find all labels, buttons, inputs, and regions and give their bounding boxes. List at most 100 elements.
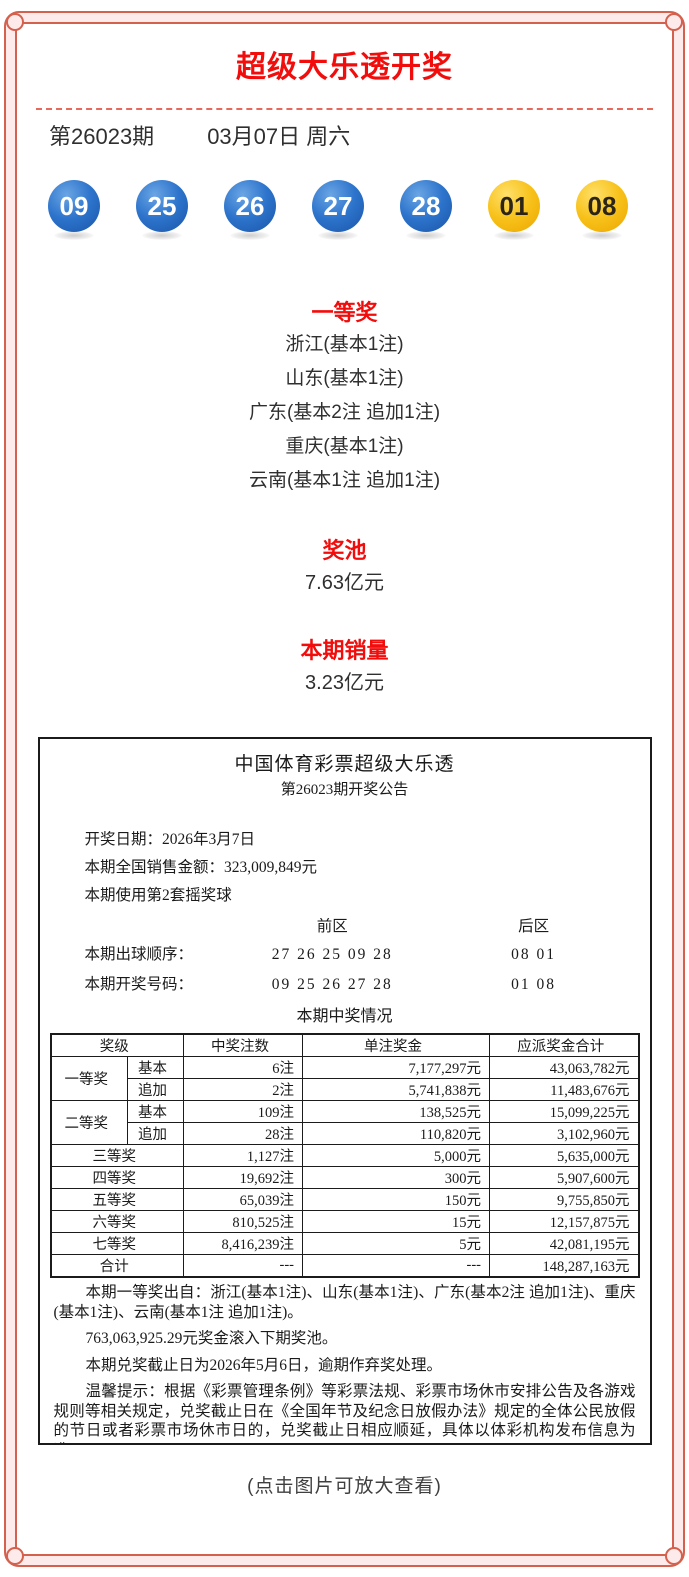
cell-total: 9,755,850元	[489, 1188, 639, 1211]
cell-prize: 150元	[302, 1188, 490, 1211]
cell-level: 合计	[50, 1254, 184, 1278]
cell-total: 3,102,960元	[489, 1122, 639, 1145]
national-sales-line: 本期全国销售金额：323,009,849元	[84, 859, 318, 876]
cell-prize: 15元	[302, 1210, 490, 1233]
cell-count: 19,692注	[183, 1166, 303, 1189]
cell-prize: 5,000元	[302, 1144, 490, 1167]
zone-header-spacer	[40, 914, 223, 940]
draw-date-line: 开奖日期：2026年3月7日	[84, 831, 256, 848]
table-row: 三等奖 1,127注 5,000元 5,635,000元	[50, 1144, 639, 1167]
table-row: 一等奖 基本 6注 7,177,297元 43,063,782元	[50, 1056, 639, 1101]
winning-back-numbers: 01 08	[511, 976, 557, 993]
cell-total: 15,099,225元	[489, 1100, 639, 1123]
cell-total: 5,635,000元	[489, 1144, 639, 1167]
first-prize-heading: 一等奖	[311, 300, 378, 325]
draw-period: 第26023期	[49, 124, 155, 149]
table-row: 追加 2注 5,741,838元 11,483,676元	[51, 1078, 639, 1101]
first-prize-origin-paragraph: 本期一等奖出自：浙江(基本1注)、山东(基本1注)、广东(基本2注 追加1注)、…	[53, 1284, 636, 1321]
announcement-subtitle: 第26023期开奖公告	[280, 782, 409, 798]
dotted-divider	[36, 108, 653, 110]
cell-prize: 7,177,297元	[302, 1056, 490, 1079]
cell-subtype: 追加	[127, 1078, 184, 1101]
redeem-deadline-paragraph: 本期兑奖截止日为2026年5月6日，逾期作弃奖处理。	[85, 1356, 443, 1374]
reminder-paragraph: 温馨提示：根据《彩票管理条例》等彩票法规、彩票市场休市安排公告及各游戏规则等相关…	[53, 1383, 636, 1443]
cell-count: ---	[183, 1254, 303, 1278]
frame-corner-ornament	[665, 1547, 683, 1565]
cell-level: 三等奖	[50, 1144, 184, 1167]
cell-level: 五等奖	[50, 1188, 184, 1211]
table-row: 七等奖 8,416,239注 5元 42,081,195元	[50, 1232, 639, 1255]
draw-order-front-numbers: 27 26 25 09 28	[271, 946, 393, 963]
front-ball-5: 28	[400, 180, 452, 240]
front-zone-label: 前区	[316, 918, 348, 935]
cell-prize: 110,820元	[302, 1122, 490, 1145]
winning-numbers: 09 25 26 27 28 01 08	[48, 180, 672, 240]
draw-info: 第26023期 03月07日 周六	[49, 124, 672, 150]
front-ball-2: 25	[136, 180, 188, 240]
cell-count: 109注	[183, 1100, 303, 1123]
winner-line: 山东(基本1注)	[285, 368, 404, 389]
cell-subtype: 追加	[127, 1122, 184, 1145]
table-row: 四等奖 19,692注 300元 5,907,600元	[50, 1166, 639, 1189]
back-ball-2: 08	[576, 180, 628, 240]
draw-order-label: 本期出球顺序：	[84, 946, 194, 963]
cell-count: 65,039注	[183, 1188, 303, 1211]
cell-level: 四等奖	[50, 1166, 184, 1189]
front-ball-3: 26	[224, 180, 276, 240]
header-prize: 单注奖金	[302, 1033, 490, 1057]
prize-table-header-row: 奖级 中奖注数 单注奖金 应派奖金合计	[50, 1033, 639, 1057]
winning-number-row: 本期开奖号码： 09 25 26 27 28 01 08	[40, 970, 650, 1000]
announcement-notes: 本期一等奖出自：浙江(基本1注)、山东(基本1注)、广东(基本2注 追加1注)、…	[40, 1283, 650, 1443]
zoom-hint-caption: (点击图片可放大查看)	[247, 1476, 442, 1497]
draw-date: 03月07日 周六	[207, 124, 351, 149]
first-prize-winner-list: 浙江(基本1注) 山东(基本1注) 广东(基本2注 追加1注) 重庆(基本1注)…	[17, 328, 672, 498]
prize-table: 奖级 中奖注数 单注奖金 应派奖金合计 一等奖 基本 6注 7,177,297元…	[49, 1033, 640, 1278]
cell-prize: 138,525元	[302, 1100, 490, 1123]
jackpot-heading: 奖池	[322, 538, 367, 563]
front-ball-1: 09	[48, 180, 100, 240]
cell-count: 6注	[183, 1056, 303, 1079]
cell-level: 七等奖	[50, 1232, 184, 1255]
content-area: 超级大乐透开奖 第26023期 03月07日 周六 09 25 26 27 28…	[6, 13, 683, 1565]
winner-line: 浙江(基本1注)	[285, 334, 404, 355]
winner-line: 广东(基本2注 追加1注)	[248, 402, 441, 423]
front-ball-4: 27	[312, 180, 364, 240]
cell-count: 2注	[183, 1078, 303, 1101]
header-total: 应派奖金合计	[489, 1033, 639, 1057]
cell-level: 二等奖	[50, 1100, 128, 1145]
jackpot-value: 7.63亿元	[305, 572, 384, 594]
rollover-paragraph: 763,063,925.29元奖金滚入下期奖池。	[85, 1330, 338, 1347]
frame-corner-ornament	[6, 1547, 24, 1565]
cell-subtype: 基本	[127, 1056, 184, 1079]
frame-corner-ornament	[665, 13, 683, 31]
cell-total: 148,287,163元	[489, 1254, 639, 1278]
sales-value: 3.23亿元	[305, 672, 384, 694]
cell-count: 8,416,239注	[183, 1232, 303, 1255]
cell-level: 六等奖	[50, 1210, 184, 1233]
announcement-info: 开奖日期：2026年3月7日 本期全国销售金额：323,009,849元 本期使…	[40, 826, 650, 910]
official-announcement-image[interactable]: 中国体育彩票超级大乐透 第26023期开奖公告 开奖日期：2026年3月7日 本…	[37, 737, 652, 1445]
frame-corner-ornament	[6, 13, 24, 31]
winning-front-numbers: 09 25 26 27 28	[271, 976, 393, 993]
cell-prize: 5,741,838元	[302, 1078, 490, 1101]
table-row: 五等奖 65,039注 150元 9,755,850元	[50, 1188, 639, 1211]
winner-line: 重庆(基本1注)	[285, 436, 404, 457]
cell-level: 一等奖	[50, 1056, 128, 1101]
cell-total: 12,157,875元	[489, 1210, 639, 1233]
cell-count: 1,127注	[183, 1144, 303, 1167]
back-zone-label: 后区	[518, 918, 550, 935]
cell-count: 810,525注	[183, 1210, 303, 1233]
winner-line: 云南(基本1注 追加1注)	[248, 470, 441, 491]
cell-total: 11,483,676元	[489, 1078, 639, 1101]
announcement-title: 中国体育彩票超级大乐透	[234, 754, 455, 775]
cell-prize: 300元	[302, 1166, 490, 1189]
winning-number-label: 本期开奖号码：	[84, 976, 194, 993]
page-title: 超级大乐透开奖	[236, 51, 453, 84]
total-row: 合计 --- --- 148,287,163元	[50, 1254, 639, 1278]
table-row: 二等奖 基本 109注 138,525元 15,099,225元	[50, 1100, 639, 1145]
back-ball-1: 01	[488, 180, 540, 240]
table-row: 追加 28注 110,820元 3,102,960元	[51, 1122, 639, 1145]
draw-order-back-numbers: 08 01	[511, 946, 557, 963]
zone-header-row: 前区 后区	[40, 914, 650, 940]
header-count: 中奖注数	[183, 1033, 303, 1057]
